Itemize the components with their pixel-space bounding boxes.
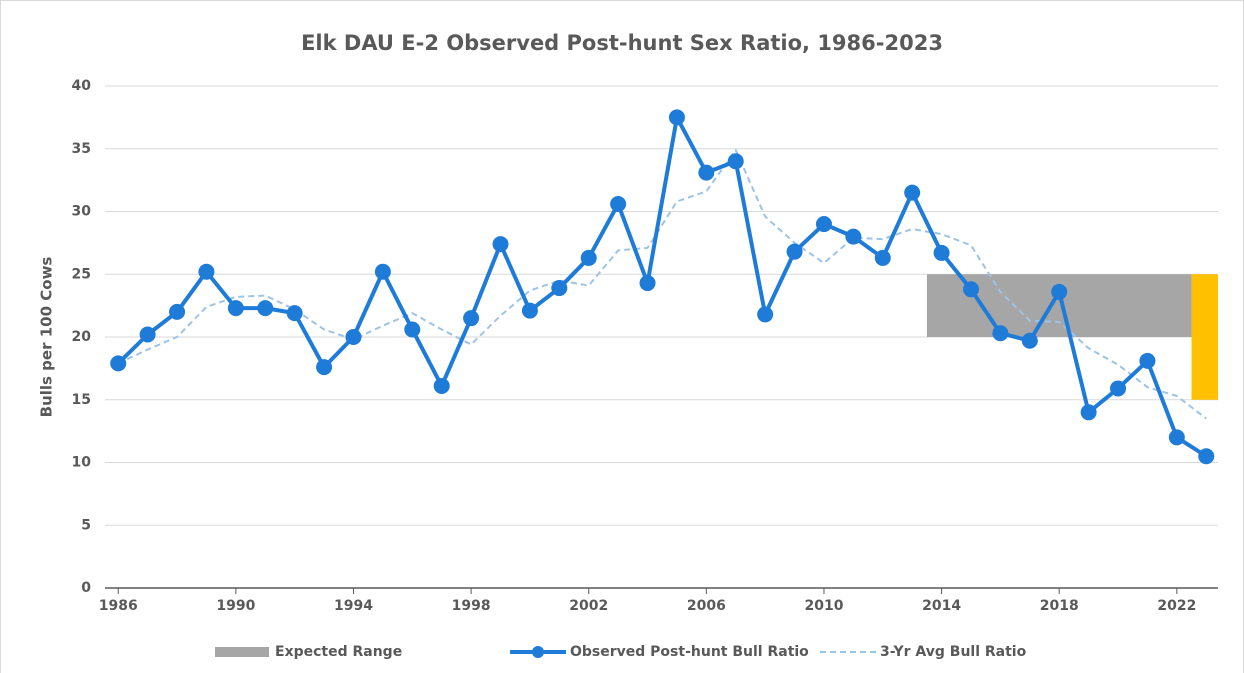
data-point [198,263,215,280]
data-point [139,326,156,343]
y-tick-label: 5 [81,517,91,533]
x-tick-label: 1994 [334,598,373,614]
y-tick-label: 10 [72,455,92,471]
data-point [904,184,921,201]
data-point [580,249,597,266]
data-point [1080,404,1097,421]
chart-title: Elk DAU E-2 Observed Post-hunt Sex Ratio… [301,31,943,55]
data-point [1168,429,1185,446]
data-point [610,195,627,212]
data-point [845,228,862,245]
data-point [110,355,127,372]
x-tick-label: 1990 [216,598,255,614]
data-point [345,329,362,345]
data-point [492,236,509,253]
data-point [1198,448,1215,465]
data-point [1021,332,1038,349]
legend-marker [532,646,544,658]
data-point [727,153,744,170]
data-point [962,281,979,298]
data-point [786,243,803,260]
x-tick-label: 2018 [1040,598,1079,614]
data-point [286,305,303,322]
y-tick-label: 30 [72,204,92,220]
data-point [933,244,950,261]
legend-swatch [215,647,269,657]
data-point [374,263,391,280]
data-point [433,377,450,394]
y-tick-label: 20 [72,329,92,345]
data-point [1110,380,1127,397]
x-tick-label: 2014 [922,598,961,614]
x-tick-label: 2002 [569,598,608,614]
y-tick-label: 25 [72,266,91,282]
data-point [698,164,715,181]
y-tick-label: 40 [72,78,92,94]
x-tick-label: 2022 [1157,598,1196,614]
legend-label: Expected Range [275,644,402,660]
data-point [521,302,538,319]
data-point [404,321,421,338]
y-axis-label: Bulls per 100 Cows [38,257,56,418]
x-tick-label: 2006 [687,598,726,614]
data-point [169,303,186,320]
data-point [639,275,656,292]
legend-label: 3-Yr Avg Bull Ratio [880,644,1027,660]
y-tick-label: 0 [81,580,91,596]
data-point [668,109,685,126]
x-tick-label: 1998 [452,598,491,614]
y-tick-label: 35 [72,141,91,157]
data-point [757,306,774,323]
data-point [1051,283,1068,300]
x-tick-label: 2010 [804,598,843,614]
legend-label: Observed Post-hunt Bull Ratio [570,644,809,660]
data-point [992,325,1009,342]
data-point [1139,352,1156,369]
data-point [815,216,832,233]
data-point [463,310,480,327]
data-point [551,280,568,297]
data-point [316,359,333,376]
data-point [227,300,244,317]
range-band [1191,274,1218,400]
y-tick-label: 15 [72,392,91,408]
data-point [874,249,891,266]
data-point [257,300,274,317]
x-tick-label: 1986 [99,598,138,614]
